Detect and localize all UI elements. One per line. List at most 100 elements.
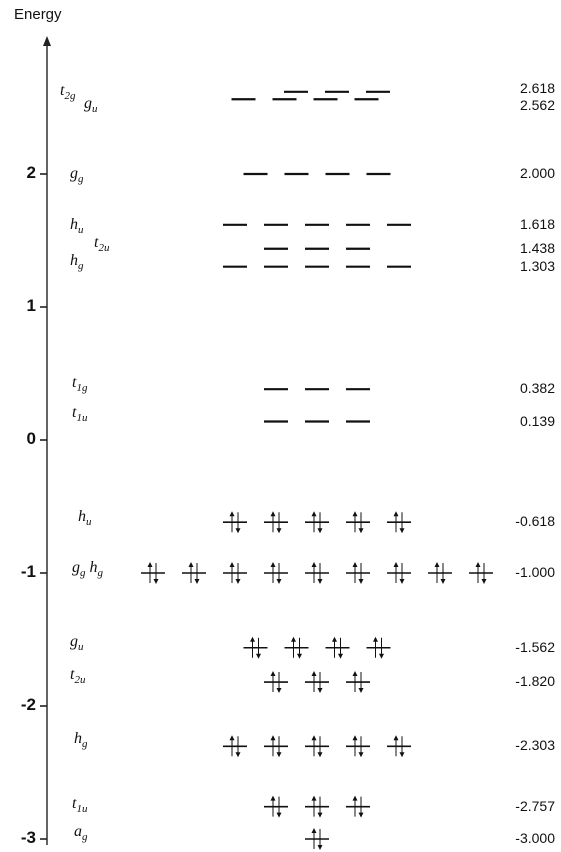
electron-pair-down-arrowhead-icon [235,752,241,758]
energy-value-label: 0.382 [519,380,555,397]
electron-pair-up-arrowhead-icon [229,511,235,517]
electron-pair-down-arrowhead-icon [317,579,323,584]
electron-pair-up-arrowhead-icon [147,562,153,567]
electron-pair-down-arrowhead-icon [481,579,487,584]
electron-pair-up-arrowhead-icon [352,511,358,517]
electron-pair-up-arrowhead-icon [291,636,296,642]
energy-value-label: 2.000 [519,165,555,181]
electron-pair-down-arrowhead-icon [276,752,282,758]
electron-pair-down-arrowhead-icon [276,579,282,584]
electron-pair-up-arrowhead-icon [393,735,399,741]
orbital-symmetry-label: gu [84,95,98,116]
electron-pair-down-arrowhead-icon [317,845,323,850]
electron-pair-down-arrowhead-icon [399,528,405,534]
electron-pair-up-arrowhead-icon [188,562,194,567]
energy-value-label: 2.562 [519,97,555,113]
orbital-symmetry-label: hg [74,730,88,751]
energy-value-label: 1.303 [519,257,555,274]
electron-pair-up-arrowhead-icon [393,511,399,517]
electron-pair-down-arrowhead-icon [317,528,323,534]
energy-value-label: -0.618 [515,513,555,530]
electron-pair-up-arrowhead-icon [311,828,317,833]
energy-value-label: 1.438 [519,239,555,256]
orbital-symmetry-label: t1u [72,404,88,425]
electron-pair-down-arrowhead-icon [399,752,405,758]
electron-pair-down-arrowhead-icon [338,653,343,659]
electron-pair-down-arrowhead-icon [358,688,364,694]
electron-pair-down-arrowhead-icon [297,653,302,659]
electron-pair-up-arrowhead-icon [270,735,276,741]
orbital-symmetry-label: gu [70,633,84,654]
electron-pair-down-arrowhead-icon [358,528,364,534]
energy-value-label: -2.303 [515,737,555,754]
electron-pair-up-arrowhead-icon [270,511,276,517]
energy-value-label: -1.000 [515,564,555,580]
electron-pair-down-arrowhead-icon [276,688,282,694]
electron-pair-down-arrowhead-icon [235,528,241,534]
electron-pair-up-arrowhead-icon [229,735,235,741]
orbital-symmetry-label: t1u [72,795,88,816]
electron-pair-down-arrowhead-icon [235,579,241,584]
electron-pair-down-arrowhead-icon [276,812,282,818]
orbital-symmetry-label: t2g [60,82,76,103]
electron-pair-down-arrowhead-icon [358,812,364,818]
electron-pair-down-arrowhead-icon [379,653,384,659]
orbital-symmetry-label: gg [70,165,84,186]
electron-pair-up-arrowhead-icon [393,562,399,567]
axis-tick-label: -3 [20,828,36,847]
electron-pair-up-arrowhead-icon [270,671,276,677]
electron-pair-up-arrowhead-icon [311,511,317,517]
electron-pair-down-arrowhead-icon [317,688,323,694]
energy-value-label: -1.820 [515,673,555,690]
electron-pair-up-arrowhead-icon [270,795,276,801]
energy-value-label: 2.618 [519,80,555,96]
electron-pair-down-arrowhead-icon [153,579,159,584]
orbital-symmetry-label: t2u [70,666,86,687]
electron-pair-up-arrowhead-icon [352,795,358,801]
electron-pair-up-arrowhead-icon [311,671,317,677]
electron-pair-down-arrowhead-icon [317,812,323,818]
electron-pair-down-arrowhead-icon [399,579,405,584]
orbital-symmetry-label: t1g [72,374,88,395]
electron-pair-up-arrowhead-icon [270,562,276,567]
energy-value-label: 1.618 [519,215,555,232]
electron-pair-up-arrowhead-icon [434,562,440,567]
axis-title: Energy [14,6,62,23]
electron-pair-up-arrowhead-icon [352,735,358,741]
electron-pair-up-arrowhead-icon [311,795,317,801]
axis-tick-label: 2 [26,163,36,182]
electron-pair-up-arrowhead-icon [311,735,317,741]
electron-pair-up-arrowhead-icon [229,562,235,567]
electron-pair-up-arrowhead-icon [352,562,358,567]
electron-pair-up-arrowhead-icon [352,671,358,677]
electron-pair-down-arrowhead-icon [256,653,261,659]
orbital-symmetry-label: ag [74,823,88,844]
energy-value-label: 0.139 [519,412,555,429]
energy-value-label: -3.000 [515,830,555,846]
electron-pair-down-arrowhead-icon [194,579,200,584]
axis-tick-label: 0 [26,429,36,448]
energy-value-label: -1.562 [515,638,555,655]
axis-tick-label: -2 [20,695,36,714]
electron-pair-up-arrowhead-icon [311,562,317,567]
orbital-symmetry-label: t2u [94,234,110,255]
electron-pair-down-arrowhead-icon [276,528,282,534]
electron-pair-down-arrowhead-icon [440,579,446,584]
orbital-symmetry-label: hu [78,508,92,529]
electron-pair-up-arrowhead-icon [332,636,337,642]
orbital-symmetry-label: gg hg [72,559,103,580]
electron-pair-up-arrowhead-icon [475,562,481,567]
axis-tick-label: 1 [26,296,36,315]
electron-pair-down-arrowhead-icon [358,752,364,758]
orbital-symmetry-label: hg [70,252,84,273]
orbital-symmetry-label: hu [70,216,84,237]
axis-arrow-icon [43,36,51,46]
axis-tick-label: -1 [20,562,36,581]
electron-pair-down-arrowhead-icon [358,579,364,584]
energy-value-label: -2.757 [515,797,555,814]
electron-pair-up-arrowhead-icon [250,636,255,642]
electron-pair-up-arrowhead-icon [373,636,378,642]
electron-pair-down-arrowhead-icon [317,752,323,758]
